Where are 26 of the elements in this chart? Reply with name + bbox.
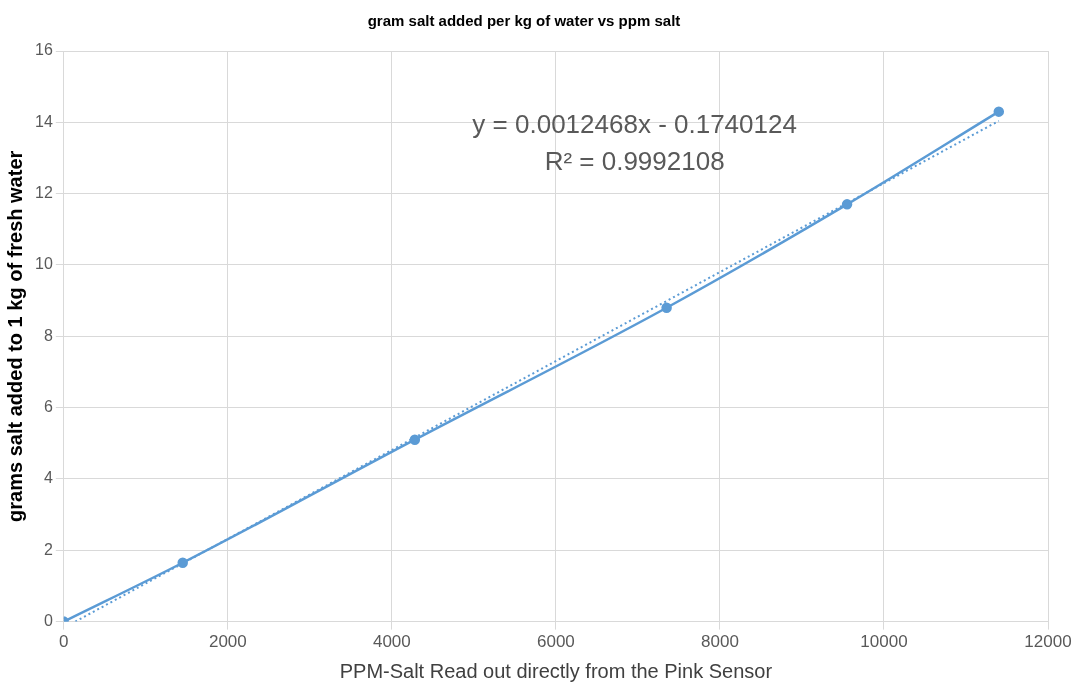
x-tick-label: 2000 [208,632,247,652]
point [993,106,1005,117]
x-tick-label: 0 [59,632,69,652]
y-tick-label: 12 [35,184,53,202]
annotation: y = 0.0012468x - 0.1740124 [472,109,797,140]
y-tick-label: 2 [43,540,53,558]
annotation: R² = 0.9992108 [544,146,725,177]
x-tick-label: 10000 [860,632,908,652]
point [841,199,853,210]
chart-title: gram salt added per kg of water vs ppm salt [367,12,681,30]
y-axis-title: grams salt added to 1 kg of fresh water [3,150,26,522]
y-tick-label: 6 [43,398,53,416]
point [409,434,421,445]
y-tick-label: 14 [35,112,53,130]
y-tick-label: 8 [43,326,53,344]
x-tick-label: 4000 [372,632,411,652]
x-axis-title: PPM-Salt Read out directly from the Pink Sensor [339,659,773,682]
x-tick-label: 8000 [701,632,739,652]
x-tick-label: 12000 [1024,632,1072,652]
y-tick-label: 16 [35,41,53,59]
y-tick-label: 4 [43,469,53,487]
point [661,302,672,314]
y-tick-label: 0 [43,612,53,630]
x-tick-label: 6000 [536,632,575,652]
point [177,557,188,569]
y-tick-label: 10 [35,255,53,273]
